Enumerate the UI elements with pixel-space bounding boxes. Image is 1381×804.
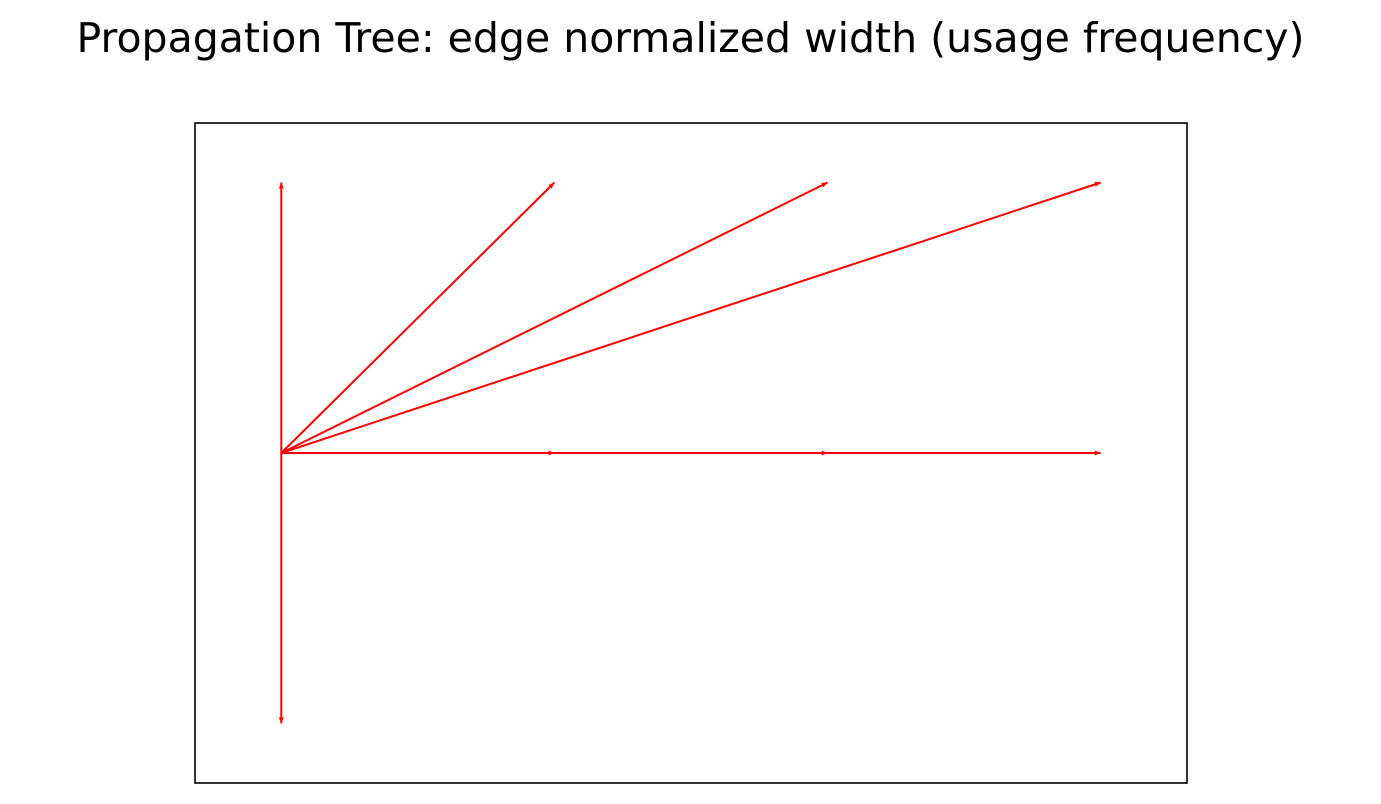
- edge-root-a3: [280, 181, 1102, 454]
- edge-root-a1: [280, 181, 556, 454]
- edge-root-a2: [280, 181, 829, 454]
- chart-title: Propagation Tree: edge normalized width …: [76, 14, 1305, 62]
- edge-layer: [278, 181, 1102, 724]
- plot-frame: [194, 122, 1188, 784]
